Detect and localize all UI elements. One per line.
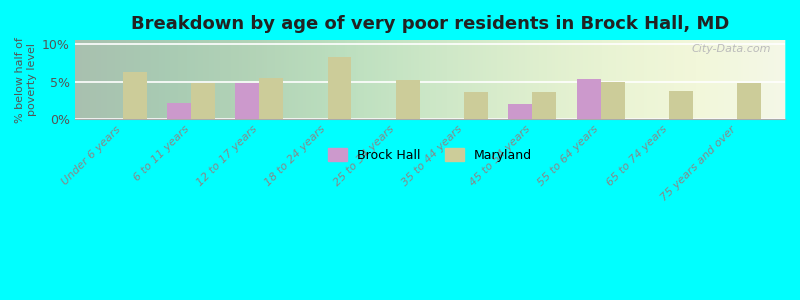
- Bar: [259, 78, 283, 119]
- Bar: [235, 83, 259, 119]
- Bar: [167, 103, 191, 119]
- Bar: [122, 72, 146, 119]
- Y-axis label: % below half of
poverty level: % below half of poverty level: [15, 37, 37, 123]
- Bar: [191, 83, 215, 119]
- Legend: Brock Hall, Maryland: Brock Hall, Maryland: [323, 143, 537, 167]
- Bar: [532, 92, 556, 119]
- Title: Breakdown by age of very poor residents in Brock Hall, MD: Breakdown by age of very poor residents …: [130, 15, 729, 33]
- Bar: [577, 79, 601, 119]
- Bar: [669, 91, 693, 119]
- Bar: [738, 83, 761, 119]
- Bar: [509, 104, 532, 119]
- Bar: [396, 80, 420, 119]
- Bar: [464, 92, 488, 119]
- Bar: [327, 57, 351, 119]
- Text: City-Data.com: City-Data.com: [691, 44, 770, 54]
- Bar: [601, 82, 625, 119]
